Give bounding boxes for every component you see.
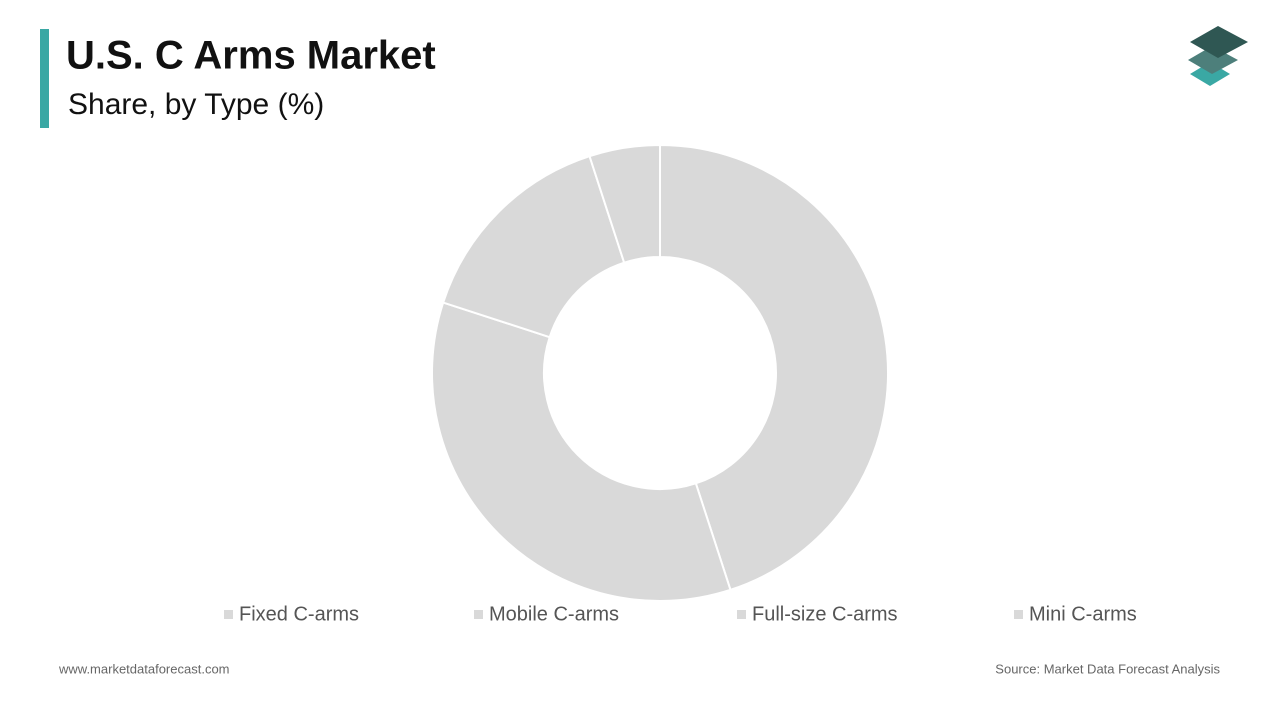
- slice: [431, 301, 732, 602]
- legend-swatch: [224, 610, 233, 619]
- chart-title: U.S. C Arms Market: [66, 34, 436, 78]
- logo: [1188, 26, 1248, 86]
- footer-source: Source: Market Data Forecast Analysis: [995, 661, 1220, 676]
- legend-swatch: [474, 610, 483, 619]
- slice: [588, 143, 661, 264]
- title-accent: [40, 29, 49, 128]
- legend-swatch: [1014, 610, 1023, 619]
- slice: [659, 143, 889, 592]
- legend-label: Full-size C-arms: [752, 603, 898, 625]
- legend-swatch: [737, 610, 746, 619]
- legend-label: Mini C-arms: [1029, 603, 1137, 625]
- footer-website: www.marketdataforecast.com: [58, 661, 230, 676]
- legend-label: Mobile C-arms: [489, 603, 619, 625]
- slice: [441, 154, 626, 339]
- chart-subtitle: Share, by Type (%): [68, 88, 324, 121]
- legend-label: Fixed C-arms: [239, 603, 359, 625]
